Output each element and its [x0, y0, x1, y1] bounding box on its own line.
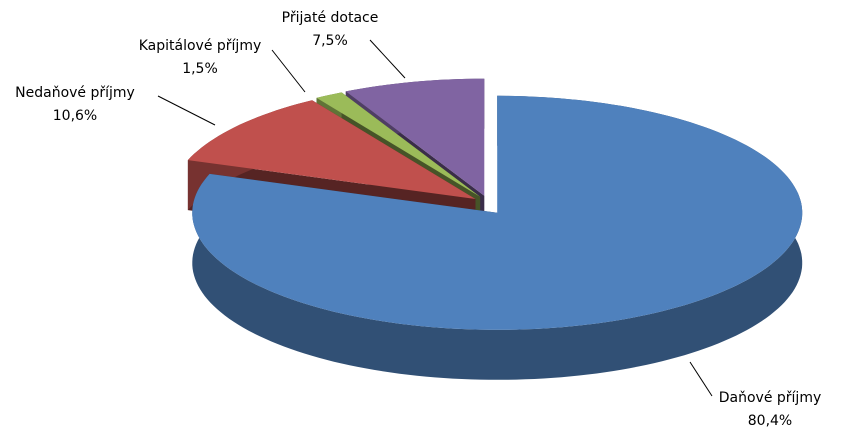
pie-slice	[187, 100, 476, 199]
data-label-name: Kapitálové příjmy	[139, 38, 262, 54]
pie-slice	[345, 78, 485, 196]
leader-line	[271, 49, 306, 93]
data-label-name: Přijaté dotace	[282, 10, 379, 26]
data-label-value: 7,5%	[312, 33, 348, 49]
leader-line	[369, 39, 406, 79]
leader-line	[689, 361, 713, 397]
data-label-value: 80,4%	[748, 413, 792, 427]
data-label-value: 10,6%	[53, 108, 97, 124]
data-label-value: 1,5%	[182, 61, 218, 77]
pie-slice	[192, 95, 803, 330]
data-label-name: Daňové příjmy	[719, 390, 822, 406]
pie-slice	[316, 92, 481, 197]
leader-line	[157, 95, 216, 126]
data-label-name: Nedaňové příjmy	[15, 85, 135, 101]
